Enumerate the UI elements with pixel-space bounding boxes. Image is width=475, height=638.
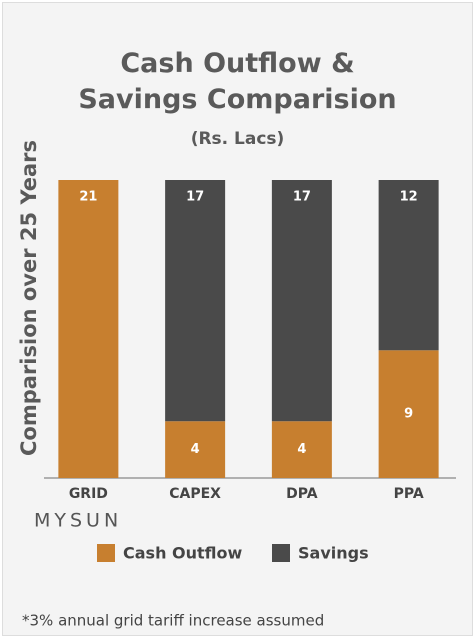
bar-segment bbox=[378, 350, 439, 478]
bar-segment bbox=[271, 180, 332, 422]
data-label: 21 bbox=[79, 190, 97, 205]
bar-segment bbox=[271, 421, 332, 478]
x-tick-label: GRID bbox=[69, 486, 108, 502]
legend-label: Cash Outflow bbox=[123, 544, 243, 563]
legend-swatch bbox=[97, 544, 115, 562]
data-label: 4 bbox=[297, 442, 306, 457]
logo: MYSUN bbox=[34, 510, 122, 532]
title-unit: (Rs. Lacs) bbox=[190, 129, 285, 149]
bar-segment bbox=[165, 421, 226, 478]
y-axis-label: Comparision over 25 Years bbox=[17, 140, 41, 456]
data-label: 17 bbox=[293, 190, 311, 205]
legend-swatch bbox=[272, 544, 290, 562]
x-tick-label: CAPEX bbox=[169, 486, 221, 502]
data-label: 12 bbox=[400, 190, 418, 205]
bar-segment bbox=[58, 180, 119, 478]
chart-title: Cash Outflow & Savings Comparision bbox=[78, 48, 397, 115]
bar-segment bbox=[165, 180, 226, 422]
bar-segment bbox=[378, 180, 439, 351]
data-label: 9 bbox=[404, 407, 413, 422]
x-tick-label: PPA bbox=[394, 486, 424, 502]
data-label: 17 bbox=[186, 190, 204, 205]
legend-label: Savings bbox=[298, 544, 369, 563]
footnote: *3% annual grid tariff increase assumed bbox=[22, 612, 324, 630]
chart-title-block: Cash Outflow & Savings Comparision (Rs. … bbox=[60, 46, 415, 157]
x-tick-label: DPA bbox=[286, 486, 318, 502]
data-label: 4 bbox=[191, 442, 200, 457]
